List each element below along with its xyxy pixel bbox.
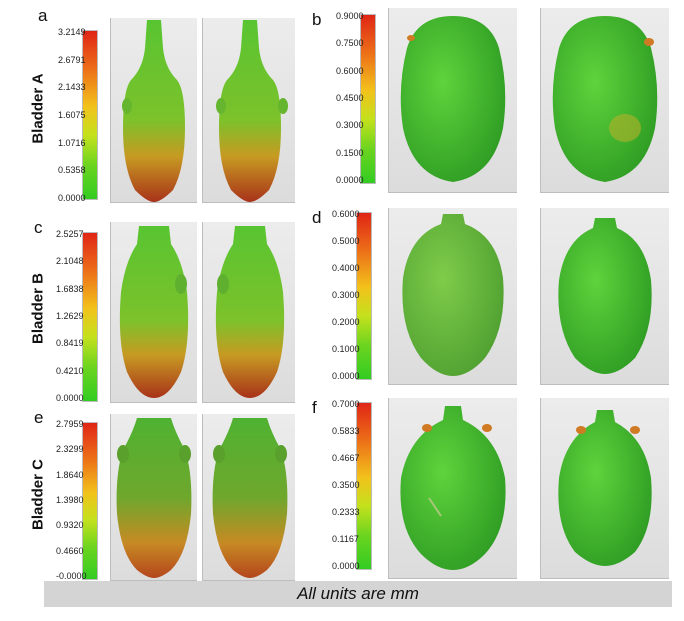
viewport-a-back bbox=[202, 18, 295, 203]
viewport-b-back bbox=[540, 8, 669, 193]
colorbar-b-tick: 0.0000 bbox=[336, 175, 364, 185]
colorbar-f bbox=[356, 402, 372, 570]
colorbar-d-tick: 0.4000 bbox=[332, 263, 360, 273]
colorbar-f-tick: 0.0000 bbox=[332, 561, 360, 571]
colorbar-d-tick: 0.5000 bbox=[332, 236, 360, 246]
colorbar-a-tick: 3.2149 bbox=[58, 27, 86, 37]
bladder-c-shell-front bbox=[400, 406, 506, 570]
colorbar-f-tick: 0.4667 bbox=[332, 453, 360, 463]
panel-letter-f: f bbox=[312, 398, 317, 417]
panel-letter-e: e bbox=[34, 408, 44, 427]
colorbar-c-tick: 1.2629 bbox=[56, 311, 84, 321]
viewport-e-front bbox=[110, 414, 197, 581]
colorbar-b-tick: 0.1500 bbox=[336, 147, 364, 158]
colorbar-c-tick: 0.8419 bbox=[56, 338, 84, 349]
colorbar-f-tick: 0.2333 bbox=[332, 507, 360, 517]
colorbar-b bbox=[360, 14, 376, 184]
colorbar-f-tick: 0.5833 bbox=[332, 426, 360, 436]
colorbar-e-tick: 2.3299 bbox=[56, 444, 84, 455]
bladder-a-front-model bbox=[122, 20, 185, 202]
colorbar-b-tick: 0.7500 bbox=[336, 38, 364, 49]
bladder-c-front-model bbox=[116, 418, 192, 578]
units-footer: All units are mm bbox=[44, 581, 672, 607]
row-label-bladder-a: Bladder A bbox=[29, 73, 47, 144]
colorbar-c-tick: 0.0000 bbox=[56, 393, 84, 403]
colorbar-e-tick: 1.3980 bbox=[56, 495, 84, 505]
colorbar-a-tick: 0.0000 bbox=[58, 193, 86, 203]
colorbar-a-tick: 0.5358 bbox=[58, 165, 86, 176]
bladder-a-back-model bbox=[216, 20, 288, 202]
panel-letter-d: d bbox=[312, 208, 322, 227]
colorbar-c-tick: 1.6838 bbox=[56, 283, 84, 294]
colorbar-e bbox=[82, 422, 98, 580]
colorbar-a-tick: 1.6075 bbox=[58, 110, 86, 120]
colorbar-b-tick: 0.4500 bbox=[336, 93, 364, 103]
colorbar-e-tick: -0.0000 bbox=[56, 571, 87, 581]
panel-letter-a: a bbox=[38, 6, 48, 25]
bladder-b-front-model bbox=[119, 226, 189, 398]
colorbar-b-tick: 0.9000 bbox=[336, 11, 364, 21]
viewport-f-front bbox=[388, 398, 517, 579]
viewport-d-front bbox=[388, 208, 517, 385]
viewport-d-back bbox=[540, 208, 669, 385]
colorbar-f-tick: 0.1167 bbox=[332, 534, 359, 544]
viewport-e-back bbox=[202, 414, 295, 581]
colorbar-d bbox=[356, 212, 372, 380]
bladder-c-shell-back bbox=[558, 410, 652, 566]
colorbar-b-tick: 0.3000 bbox=[336, 120, 364, 131]
colorbar-a-tick: 1.0716 bbox=[58, 137, 86, 148]
bladder-b-shell-front bbox=[402, 214, 504, 376]
colorbar-d-tick: 0.1000 bbox=[332, 344, 360, 354]
colorbar-a-tick: 2.1433 bbox=[58, 82, 86, 93]
viewport-c-front bbox=[110, 222, 197, 403]
colorbar-d-tick: 0.0000 bbox=[332, 371, 360, 381]
panel-letter-c: c bbox=[34, 218, 43, 237]
colorbar-c-tick: 2.5257 bbox=[56, 229, 84, 239]
colorbar-f-tick: 0.7000 bbox=[332, 399, 360, 409]
colorbar-e-tick: 1.8640 bbox=[56, 469, 84, 480]
colorbar-e-tick: 0.9320 bbox=[56, 520, 84, 531]
panel-letter-b: b bbox=[312, 10, 322, 29]
bladder-b-shell-back bbox=[558, 218, 652, 374]
colorbar-d-tick: 0.2000 bbox=[332, 317, 360, 327]
colorbar-c-tick: 0.4210 bbox=[56, 365, 84, 376]
colorbar-e-tick: 2.7959 bbox=[56, 419, 84, 429]
colorbar-d-tick: 0.6000 bbox=[332, 209, 360, 219]
bladder-c-back-model bbox=[212, 418, 288, 578]
colorbar-d-tick: 0.3000 bbox=[332, 290, 360, 300]
colorbar-b-tick: 0.6000 bbox=[336, 65, 364, 76]
colorbar-c bbox=[82, 232, 98, 402]
bladder-a-shell-front bbox=[400, 16, 506, 182]
row-label-bladder-c: Bladder C bbox=[29, 459, 47, 530]
colorbar-e-tick: 0.4660 bbox=[56, 545, 84, 556]
bladder-b-back-model bbox=[215, 226, 285, 398]
viewport-b-front bbox=[388, 8, 517, 193]
colorbar-a-tick: 2.6791 bbox=[58, 54, 86, 65]
viewport-a-front bbox=[110, 18, 197, 203]
colorbar-f-tick: 0.3500 bbox=[332, 480, 360, 490]
viewport-c-back bbox=[202, 222, 295, 403]
bladder-a-shell-back bbox=[552, 16, 658, 182]
colorbar-c-tick: 2.1048 bbox=[56, 256, 84, 267]
row-label-bladder-b: Bladder B bbox=[29, 273, 47, 344]
viewport-f-back bbox=[540, 398, 669, 579]
colorbar-a bbox=[82, 30, 98, 200]
